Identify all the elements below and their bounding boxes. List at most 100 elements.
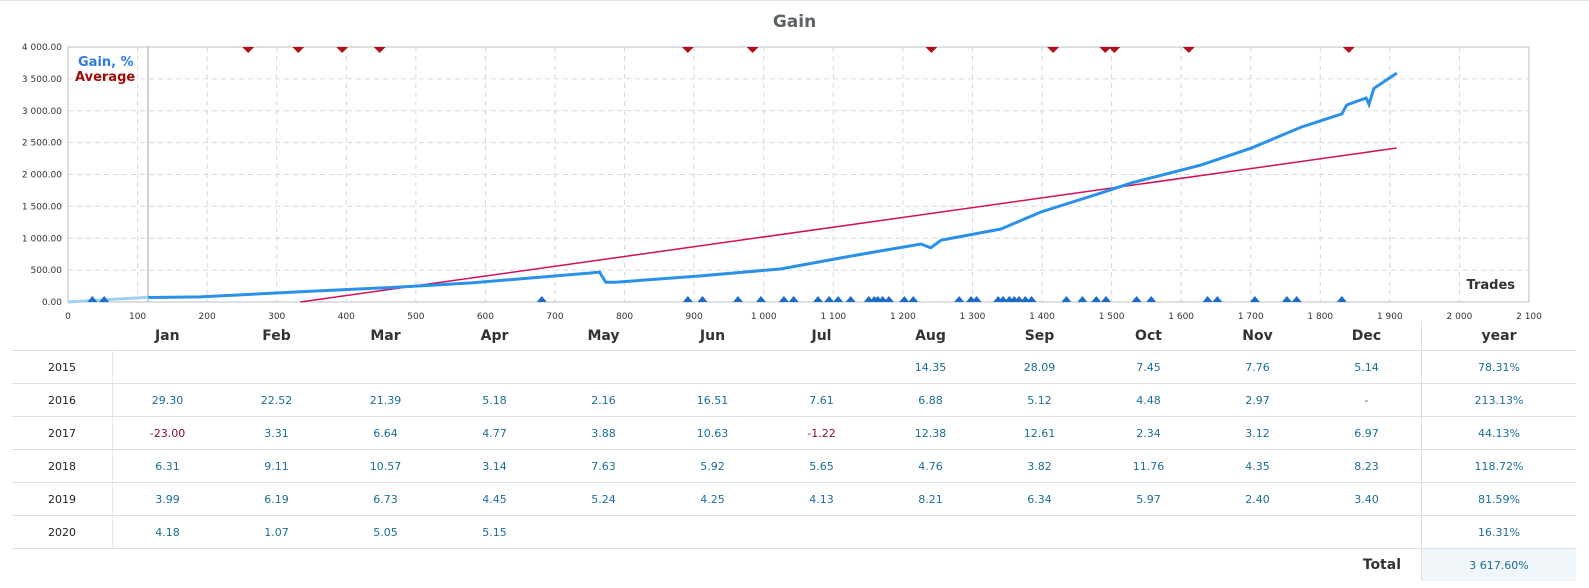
month-gain-cell: 6.19 xyxy=(222,482,331,516)
month-gain-cell: 5.18 xyxy=(440,383,549,417)
month-gain-cell: 11.76 xyxy=(1094,449,1203,483)
buy-trade-marker xyxy=(1061,296,1072,302)
month-gain-cell: 4.48 xyxy=(1094,383,1203,417)
month-gain-cell: 29.30 xyxy=(112,383,222,417)
month-gain-cell: 10.63 xyxy=(658,416,767,450)
month-gain-cell xyxy=(549,515,658,549)
sell-trade-marker xyxy=(1099,47,1112,53)
column-header: year xyxy=(1421,321,1576,351)
month-gain-cell: 1.07 xyxy=(222,515,331,549)
month-gain-cell xyxy=(658,515,767,549)
buy-trade-marker xyxy=(1020,296,1031,302)
year-total-cell: 118.72% xyxy=(1421,449,1576,483)
buy-trade-marker xyxy=(1212,296,1223,302)
buy-trade-marker xyxy=(824,296,835,302)
month-gain-cell: 3.31 xyxy=(222,416,331,450)
total-label: Total xyxy=(1362,557,1401,573)
month-gain-cell: 2.34 xyxy=(1094,416,1203,450)
month-gain-cell: 12.38 xyxy=(876,416,985,450)
column-header: Oct xyxy=(1094,321,1203,351)
month-gain-cell: 5.24 xyxy=(549,482,658,516)
month-gain-cell xyxy=(985,515,1094,549)
sell-trade-marker xyxy=(242,47,255,53)
month-gain-cell: 5.97 xyxy=(1094,482,1203,516)
sell-trade-marker xyxy=(1182,47,1195,53)
buy-trade-marker xyxy=(536,296,547,302)
x-axis-label: Trades xyxy=(1467,278,1516,293)
x-tick-label: 700 xyxy=(546,312,563,322)
x-tick-label: 1 200 xyxy=(890,312,916,322)
x-tick-label: 1 100 xyxy=(820,312,846,322)
year-total-cell: 16.31% xyxy=(1421,515,1576,549)
month-gain-cell: 5.05 xyxy=(331,515,440,549)
buy-trade-marker xyxy=(998,296,1009,302)
year-total-cell: 213.13% xyxy=(1421,383,1576,417)
month-gain-cell xyxy=(1203,515,1312,549)
month-gain-cell: 6.64 xyxy=(331,416,440,450)
x-tick-label: 600 xyxy=(477,312,494,322)
x-tick-label: 1 600 xyxy=(1168,312,1194,322)
x-tick-label: 200 xyxy=(199,312,216,322)
table-header-row: Jan Feb Mar Apr May Jun Jul Aug Sep Oct Nov Dec year xyxy=(12,321,1576,351)
buy-trade-marker xyxy=(788,296,799,302)
y-tick-label: 1 000.00 xyxy=(22,234,62,244)
column-header: Mar xyxy=(331,321,440,351)
column-header: Apr xyxy=(440,321,549,351)
month-gain-cell xyxy=(1094,515,1203,549)
buy-trade-marker xyxy=(1026,296,1037,302)
x-tick-label: 800 xyxy=(616,312,633,322)
column-header: Jun xyxy=(658,321,767,351)
month-gain-cell: 16.51 xyxy=(658,383,767,417)
column-header xyxy=(12,321,113,351)
year-total-cell: 44.13% xyxy=(1421,416,1576,450)
month-gain-cell: 4.76 xyxy=(876,449,985,483)
buy-trade-marker xyxy=(1336,296,1347,302)
month-gain-cell: 6.97 xyxy=(1312,416,1422,450)
month-gain-cell xyxy=(876,515,985,549)
buy-trade-marker xyxy=(1281,296,1292,302)
y-tick-label: 3 000.00 xyxy=(22,107,62,117)
month-gain-cell: 3.82 xyxy=(985,449,1094,483)
x-tick-label: 1 900 xyxy=(1377,312,1403,322)
sell-trade-marker xyxy=(925,47,938,53)
buy-trade-marker xyxy=(755,296,766,302)
buy-trade-marker xyxy=(778,296,789,302)
month-gain-cell xyxy=(1312,515,1422,549)
month-gain-cell: 22.52 xyxy=(222,383,331,417)
month-gain-cell: 5.12 xyxy=(985,383,1094,417)
x-tick-label: 1 700 xyxy=(1238,312,1264,322)
x-tick-label: 1 800 xyxy=(1307,312,1333,322)
month-gain-cell: 5.15 xyxy=(440,515,549,549)
legend-average: Average xyxy=(75,70,135,85)
x-tick-label: 2 100 xyxy=(1516,312,1542,322)
x-tick-label: 100 xyxy=(129,312,146,322)
sell-trade-marker xyxy=(292,47,305,53)
row-year-label: 2018 xyxy=(12,449,113,483)
sell-trade-marker xyxy=(1047,47,1060,53)
x-tick-label: 2 000 xyxy=(1447,312,1473,322)
month-gain-cell xyxy=(658,350,767,384)
x-tick-label: 1 300 xyxy=(960,312,986,322)
month-gain-cell: 2.16 xyxy=(549,383,658,417)
buy-trade-marker xyxy=(1202,296,1213,302)
buy-trade-marker xyxy=(732,296,743,302)
month-gain-cell xyxy=(440,350,549,384)
month-gain-cell: 7.76 xyxy=(1203,350,1312,384)
buy-trade-marker xyxy=(833,296,844,302)
month-gain-cell: 4.25 xyxy=(658,482,767,516)
buy-trade-marker xyxy=(899,296,910,302)
table-row: 2018 6.31 9.11 10.57 3.14 7.63 5.92 5.65 4.76 3.8… xyxy=(12,449,1576,483)
month-gain-cell: 9.11 xyxy=(222,449,331,483)
top-divider xyxy=(0,0,1589,1)
month-gain-cell xyxy=(112,350,222,384)
month-gain-cell: 8.21 xyxy=(876,482,985,516)
buy-trade-marker xyxy=(1249,296,1260,302)
table-row: 2019 3.99 6.19 6.73 4.45 5.24 4.25 4.13 8.21 6.34… xyxy=(12,482,1576,516)
month-gain-cell: 10.57 xyxy=(331,449,440,483)
sell-trade-marker xyxy=(681,47,694,53)
x-tick-label: 900 xyxy=(686,312,703,322)
sell-trade-marker xyxy=(746,47,759,53)
month-gain-cell: 5.65 xyxy=(767,449,876,483)
x-tick-label: 400 xyxy=(338,312,355,322)
column-header: May xyxy=(549,321,658,351)
